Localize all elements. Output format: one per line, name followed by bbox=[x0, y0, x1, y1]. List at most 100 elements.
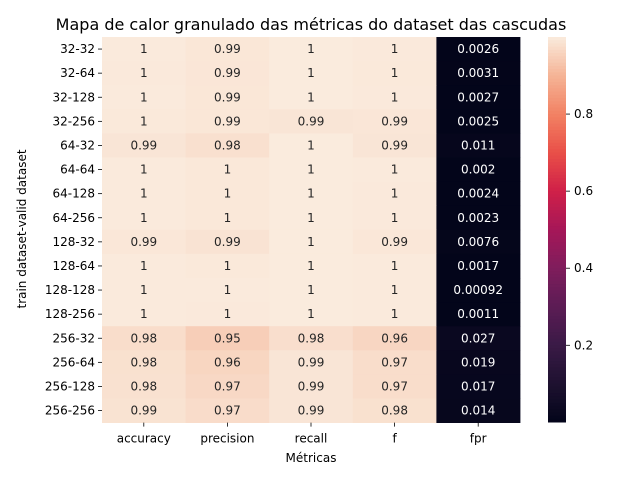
colorbar-segment bbox=[548, 361, 566, 365]
colorbar-segment bbox=[548, 290, 566, 295]
colorbar-segment bbox=[548, 120, 566, 125]
heatmap-cell bbox=[102, 157, 186, 182]
y-tick-label: 32-32 bbox=[60, 42, 95, 56]
colorbar-segment bbox=[548, 332, 566, 336]
colorbar-segment bbox=[548, 319, 566, 324]
cell-value-label: 1 bbox=[391, 283, 399, 297]
y-axis-label: train dataset-valid dataset bbox=[15, 149, 29, 308]
colorbar-segment bbox=[548, 139, 566, 144]
cell-value-label: 0.014 bbox=[461, 404, 495, 418]
heatmap-cell bbox=[352, 253, 437, 279]
x-axis-label: Métricas bbox=[286, 451, 337, 465]
colorbar-segment bbox=[548, 261, 566, 266]
heatmap-cell bbox=[185, 61, 270, 86]
cell-value-label: 1 bbox=[224, 163, 232, 177]
colorbar-segment bbox=[548, 364, 566, 368]
y-tick-label: 64-32 bbox=[60, 138, 95, 152]
colorbar-segment bbox=[548, 386, 566, 391]
heatmap-cell bbox=[436, 350, 521, 375]
colorbar-segment bbox=[548, 56, 566, 60]
cell-value-label: 0.99 bbox=[214, 90, 241, 104]
cell-value-label: 0.99 bbox=[298, 379, 325, 393]
cell-value-label: 0.0023 bbox=[457, 211, 499, 225]
colorbar-segment bbox=[548, 293, 566, 298]
cell-value-label: 0.97 bbox=[381, 355, 408, 369]
cell-value-label: 1 bbox=[224, 259, 232, 273]
colorbar-segment bbox=[548, 85, 566, 89]
colorbar-tick-label: 0.8 bbox=[574, 107, 593, 121]
colorbar-segment bbox=[548, 184, 566, 189]
colorbar-segment bbox=[548, 380, 566, 384]
cell-value-label: 1 bbox=[391, 211, 399, 225]
colorbar-segment bbox=[548, 191, 566, 195]
colorbar-segment bbox=[548, 194, 566, 198]
heatmap-cell bbox=[269, 61, 354, 86]
heatmap-cell bbox=[185, 157, 270, 182]
colorbar: 0.2 0.4 0.6 0.8 bbox=[548, 37, 593, 423]
heatmap-cell bbox=[436, 85, 521, 110]
heatmap-cell bbox=[102, 229, 186, 255]
heatmap-cell bbox=[436, 109, 521, 134]
colorbar-segment bbox=[548, 130, 566, 134]
cell-value-label: 1 bbox=[224, 307, 232, 321]
cell-value-label: 0.98 bbox=[381, 404, 408, 418]
y-tick-label: 64-256 bbox=[52, 211, 95, 225]
heatmap-cell bbox=[102, 205, 186, 231]
cell-value-label: 0.97 bbox=[214, 379, 241, 393]
heatmap-cell bbox=[436, 278, 521, 303]
heatmap-cell bbox=[436, 37, 521, 62]
heatmap-cell bbox=[352, 61, 437, 86]
heatmap-cell bbox=[436, 61, 521, 86]
cell-value-label: 1 bbox=[307, 138, 315, 152]
cell-value-label: 0.97 bbox=[381, 379, 408, 393]
cell-value-label: 1 bbox=[391, 42, 399, 56]
cell-value-label: 0.99 bbox=[381, 235, 408, 249]
heatmap-cell bbox=[102, 181, 186, 207]
cell-value-label: 0.0011 bbox=[457, 307, 499, 321]
heatmap-cell bbox=[436, 374, 521, 399]
colorbar-segment bbox=[548, 393, 566, 397]
colorbar-segment bbox=[548, 409, 566, 413]
heatmap-cell bbox=[102, 85, 186, 110]
cell-value-label: 0.99 bbox=[214, 114, 241, 128]
colorbar-segment bbox=[548, 62, 566, 67]
cell-value-label: 1 bbox=[307, 187, 315, 201]
cell-value-label: 1 bbox=[307, 211, 315, 225]
colorbar-segment bbox=[548, 123, 566, 128]
colorbar-segment bbox=[548, 216, 566, 221]
colorbar-segment bbox=[548, 328, 566, 333]
heatmap-cell bbox=[352, 278, 437, 303]
x-axis: accuracy precision recall f fpr bbox=[117, 422, 487, 446]
colorbar-segment bbox=[548, 53, 566, 57]
x-tick-label: recall bbox=[295, 432, 328, 446]
colorbar-segment bbox=[548, 181, 566, 186]
colorbar-segment bbox=[548, 415, 566, 420]
colorbar-segment bbox=[548, 213, 566, 218]
cell-value-label: 0.0026 bbox=[457, 42, 499, 56]
colorbar-segment bbox=[548, 284, 566, 288]
heatmap-cell bbox=[269, 37, 354, 62]
heatmap-cell bbox=[102, 278, 186, 303]
colorbar-segment bbox=[548, 203, 566, 208]
colorbar-segment bbox=[548, 97, 566, 102]
y-tick-label: 32-256 bbox=[52, 114, 95, 128]
heatmap-cell bbox=[436, 133, 521, 158]
heatmap-cell bbox=[436, 398, 521, 423]
cell-value-label: 0.027 bbox=[461, 331, 495, 345]
y-tick-label: 64-128 bbox=[52, 187, 95, 201]
heatmap-cell bbox=[185, 205, 270, 231]
cell-value-label: 0.99 bbox=[298, 404, 325, 418]
heatmap-cell bbox=[269, 253, 354, 279]
cell-value-label: 1 bbox=[140, 114, 148, 128]
colorbar-segment bbox=[548, 255, 566, 259]
colorbar-segment bbox=[548, 178, 566, 182]
x-tick-label: precision bbox=[200, 432, 254, 446]
cell-value-label: 1 bbox=[140, 90, 148, 104]
heatmap-cell bbox=[352, 109, 437, 134]
colorbar-segment bbox=[548, 248, 566, 253]
heatmap-cell bbox=[352, 205, 437, 231]
cell-value-label: 1 bbox=[140, 42, 148, 56]
cell-value-label: 1 bbox=[140, 259, 148, 273]
heatmap-cell bbox=[436, 181, 521, 207]
